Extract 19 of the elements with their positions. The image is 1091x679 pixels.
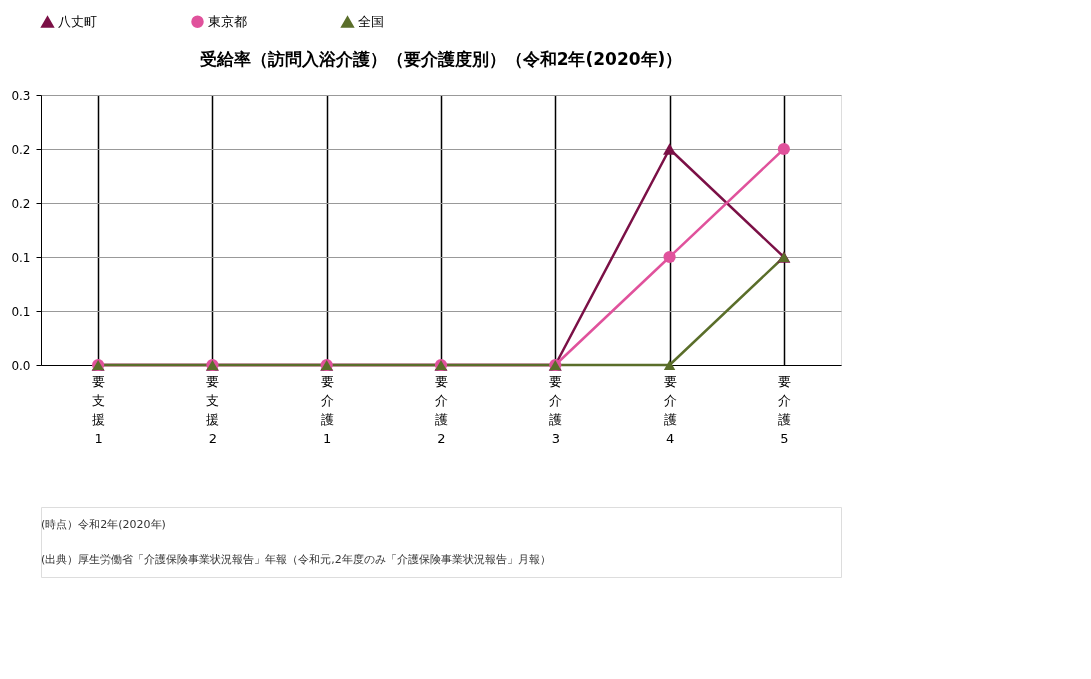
text: (出典）厚生労働省「介護保険事業状況報告」年報（令和元,2年度のみ「介護保険事業状況報告」月報） [41, 552, 551, 566]
y-tick-label: 0.1 [11, 250, 31, 265]
y-tick-label: 0.2 [11, 196, 31, 211]
x-tick-label: 要支援2 [206, 373, 220, 446]
x-tick-label: 要介護4 [663, 373, 677, 446]
x-tick-label: 要支援1 [92, 373, 106, 446]
x-tick-label: 要介護5 [777, 373, 791, 446]
y-tick-label: 0.2 [11, 142, 31, 157]
y-tick-label: 0.0 [11, 358, 31, 373]
text: (時点）令和2年(2020年) [41, 517, 166, 531]
x-tick-label: 要介護1 [320, 373, 334, 446]
x-tick-label: 要介護2 [435, 373, 448, 446]
y-tick-label: 0.1 [11, 304, 31, 319]
legend-label: 八丈町 [58, 14, 97, 30]
chart-title: 受給率（訪問入浴介護）（要介護度別）（令和2年(2020年)） [199, 49, 683, 69]
y-tick-label: 0.3 [11, 88, 31, 103]
x-tick-label: 要介護3 [549, 373, 563, 446]
legend-label: 東京都 [208, 13, 247, 29]
legend-label: 全国 [358, 14, 384, 30]
